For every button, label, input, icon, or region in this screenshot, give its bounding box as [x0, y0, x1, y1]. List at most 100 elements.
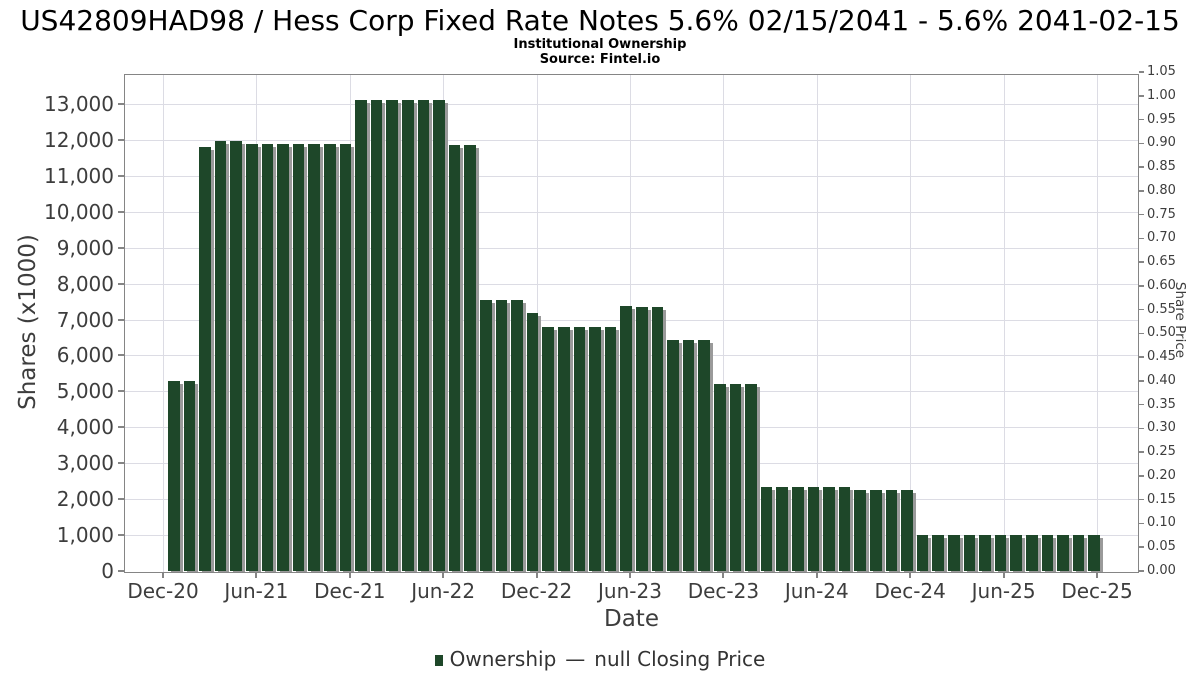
- y-axis-tick: [118, 534, 124, 537]
- right-axis-tick-label: 0.50: [1147, 325, 1176, 341]
- ownership-bar: [292, 143, 305, 571]
- ownership-bar: [870, 490, 882, 571]
- ownership-bar: [714, 384, 726, 571]
- y-axis-tick: [118, 318, 124, 321]
- ownership-bar: [807, 486, 820, 571]
- right-axis-tick: [1139, 356, 1144, 358]
- h-gridline: [125, 283, 1138, 285]
- y-axis-tick: [118, 462, 124, 465]
- x-axis-tick: [1096, 572, 1098, 578]
- x-axis-tick-label: Jun-25: [971, 579, 1036, 603]
- x-axis-tick: [722, 572, 725, 578]
- right-axis-tick-label: 0.05: [1147, 539, 1176, 555]
- ownership-bar: [994, 535, 1007, 571]
- v-gridline: [1097, 75, 1098, 572]
- x-axis-title: Date: [604, 606, 659, 632]
- v-gridline: [1003, 75, 1005, 572]
- x-axis-tick-label: Dec-25: [1061, 579, 1133, 603]
- ownership-bar: [214, 141, 227, 571]
- ownership-bar: [246, 143, 258, 571]
- y-axis-tick-label: 8,000: [56, 271, 114, 296]
- x-axis-tick-label: Dec-22: [500, 579, 573, 603]
- ownership-bar: [448, 145, 461, 571]
- y-axis-title: Shares (x1000): [15, 234, 41, 410]
- ownership-bar: [932, 535, 944, 571]
- y-axis-tick: [118, 570, 124, 572]
- ownership-bar: [324, 143, 336, 571]
- right-axis-tick-label: 0.20: [1147, 467, 1176, 483]
- right-axis-tick: [1139, 380, 1144, 382]
- y-axis-tick-label: 13,000: [44, 92, 114, 116]
- right-axis-tick-label: 0.00: [1147, 563, 1176, 578]
- x-axis-tick: [162, 572, 164, 578]
- right-axis-tick: [1139, 332, 1144, 335]
- ownership-bar: [979, 535, 991, 571]
- right-axis-tick-label: 0.95: [1147, 111, 1176, 127]
- ownership-bar: [963, 535, 976, 571]
- right-axis-tick-label: 0.70: [1147, 230, 1176, 246]
- x-axis-tick-label: Dec-24: [874, 579, 946, 603]
- y-axis-tick: [118, 390, 124, 393]
- ownership-bar: [636, 306, 648, 571]
- x-axis-tick-label: Jun-24: [784, 579, 849, 603]
- ownership-bar: [402, 100, 414, 571]
- ownership-bar: [558, 327, 570, 571]
- right-axis-tick-label: 0.35: [1147, 396, 1176, 412]
- x-axis-tick-label: Dec-21: [314, 579, 386, 603]
- chart-legend: Ownership — null Closing Price: [0, 647, 1200, 671]
- x-axis-tick: [535, 572, 538, 578]
- right-axis-tick: [1139, 261, 1144, 263]
- x-axis-tick: [255, 572, 258, 578]
- right-axis-tick-label: 0.30: [1147, 420, 1176, 436]
- x-axis-tick-label: Jun-21: [224, 579, 289, 603]
- x-axis-tick-label: Dec-20: [127, 579, 199, 603]
- ownership-bar: [308, 143, 320, 571]
- ownership-bar: [1088, 535, 1100, 571]
- right-axis-tick-label: 0.10: [1147, 515, 1176, 531]
- right-axis-tick: [1139, 308, 1144, 311]
- y-axis-tick-label: 4,000: [56, 415, 114, 440]
- v-gridline: [816, 75, 818, 572]
- ownership-bar: [370, 100, 383, 571]
- source-label: Source: Fintel.io: [539, 52, 661, 67]
- x-axis-tick: [1002, 572, 1005, 578]
- h-gridline: [125, 175, 1138, 177]
- ownership-bar: [745, 384, 757, 571]
- ownership-bar: [339, 143, 352, 571]
- price-line-legend-icon: —: [565, 647, 586, 671]
- right-axis-tick: [1139, 237, 1144, 240]
- right-axis-tick: [1139, 166, 1144, 168]
- right-axis-tick: [1139, 451, 1144, 453]
- y-axis-tick: [118, 498, 124, 501]
- y-axis-tick: [118, 174, 124, 177]
- y-axis-tick-label: 9,000: [56, 235, 114, 260]
- y-axis-tick: [118, 354, 124, 357]
- ownership-bar: [854, 490, 866, 571]
- right-axis-tick-label: 0.45: [1147, 349, 1176, 365]
- y-axis-tick-label: 7,000: [56, 307, 114, 332]
- x-axis-tick: [629, 572, 631, 578]
- ownership-bar: [277, 143, 289, 571]
- price-legend-label: null Closing Price: [594, 647, 766, 671]
- ownership-bar: [199, 147, 211, 571]
- ownership-bar: [916, 535, 929, 571]
- right-axis-tick: [1139, 71, 1144, 73]
- ownership-bar: [901, 490, 913, 571]
- x-axis-tick: [348, 572, 351, 578]
- y-axis-tick-label: 5,000: [56, 379, 114, 404]
- ownership-bar: [433, 100, 445, 571]
- ownership-legend-swatch-icon: [434, 654, 443, 666]
- ownership-bar: [823, 486, 835, 571]
- ownership-bar: [1026, 535, 1038, 571]
- ownership-bar: [261, 143, 274, 571]
- ownership-bar: [620, 305, 632, 571]
- right-axis-title: Share Price: [1172, 281, 1188, 359]
- right-axis-tick: [1139, 570, 1144, 572]
- right-axis-tick: [1139, 213, 1144, 216]
- ownership-bar: [168, 380, 180, 571]
- ownership-bar: [355, 100, 367, 571]
- h-gridline: [125, 104, 1138, 105]
- y-axis-tick-label: 3,000: [56, 451, 114, 476]
- y-axis-tick-label: 0: [101, 559, 114, 583]
- ownership-bar: [1041, 535, 1054, 571]
